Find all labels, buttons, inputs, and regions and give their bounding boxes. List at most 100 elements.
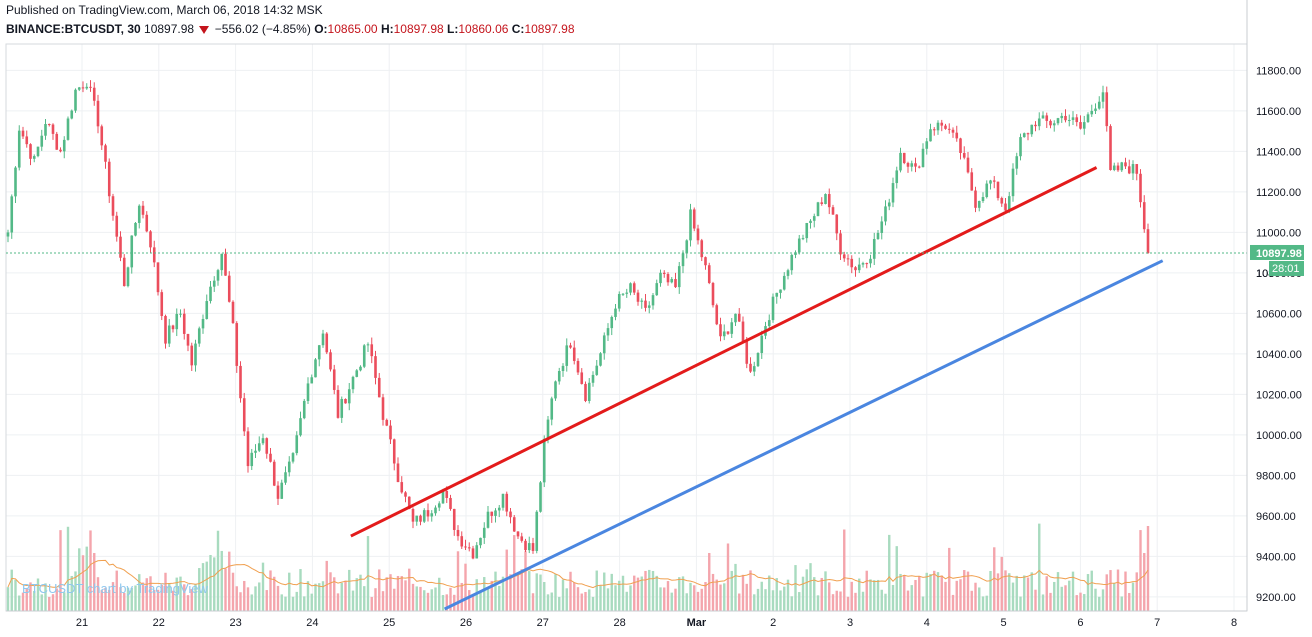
volume-bar — [291, 596, 295, 611]
x-tick-label: 26 — [460, 617, 472, 629]
volume-bar — [618, 580, 621, 611]
volume-bar — [246, 587, 250, 611]
volume-bar — [539, 574, 542, 611]
candle-body — [415, 515, 419, 522]
volume-bar — [621, 575, 625, 611]
volume-bar — [1116, 569, 1120, 611]
candle-body — [704, 257, 707, 266]
volume-bar — [475, 579, 478, 611]
volume-bar — [385, 577, 388, 611]
candle-body — [475, 545, 479, 559]
volume-bar — [745, 583, 748, 611]
volume-bar — [426, 592, 430, 611]
volume-bar — [1008, 573, 1011, 611]
candle-body — [700, 240, 704, 258]
volume-bar — [261, 562, 265, 611]
candle-body — [899, 152, 902, 171]
x-tick-label: 5 — [1001, 617, 1007, 629]
candle-body — [381, 397, 385, 420]
volume-bar — [520, 569, 523, 611]
volume-bar — [633, 575, 636, 611]
volume-bar — [299, 569, 302, 611]
volume-bar — [910, 585, 913, 611]
volume-bar — [374, 588, 377, 611]
candle-body — [970, 172, 974, 191]
candle-body — [876, 232, 880, 240]
volume-bar — [1135, 572, 1138, 611]
candle-body — [239, 365, 242, 399]
x-tick-label: 24 — [306, 617, 318, 629]
volume-bar — [366, 536, 370, 611]
y-tick-label: 11600.00 — [1256, 106, 1301, 118]
volume-bar — [269, 570, 272, 611]
volume-bar — [441, 595, 445, 611]
volume-bar — [48, 596, 51, 611]
volume-bar — [1023, 575, 1026, 611]
volume-bar — [456, 551, 460, 611]
volume-bar — [389, 574, 392, 611]
candle-body — [827, 194, 831, 208]
candle-body — [820, 202, 824, 204]
volume-bar — [663, 587, 666, 611]
volume-bar — [861, 591, 865, 611]
candle-body — [940, 122, 944, 126]
volume-bar — [659, 587, 662, 611]
symbol-label: BINANCE:BTCUSDT, 30 — [6, 22, 141, 36]
candle-body — [989, 180, 992, 184]
volume-bar — [779, 590, 782, 611]
volume-bar — [381, 591, 385, 611]
volume-bar — [985, 595, 988, 611]
x-tick-label: 23 — [229, 617, 241, 629]
volume-bar — [561, 579, 565, 611]
published-line: Published on TradingView.com, March 06, … — [6, 3, 323, 17]
candle-body — [422, 510, 426, 522]
candle-body — [902, 152, 906, 164]
volume-bar — [1146, 526, 1150, 611]
volume-bar — [873, 580, 876, 611]
volume-bar — [1030, 572, 1033, 611]
volume-bar — [1113, 583, 1116, 611]
volume-bar — [314, 583, 317, 611]
volume-bar — [644, 570, 647, 611]
volume-bar — [554, 574, 557, 611]
candle-body — [104, 145, 107, 162]
candle-body — [201, 318, 205, 329]
candle-body — [749, 363, 752, 372]
watermark: BTCUSDT chart by TradingView — [22, 581, 209, 596]
volume-bar — [408, 568, 411, 611]
volume-bar — [1094, 588, 1097, 611]
candle-body — [419, 515, 422, 522]
volume-bar — [816, 595, 820, 611]
volume-bar — [1068, 580, 1071, 611]
candle-body — [231, 301, 235, 324]
volume-bar — [790, 596, 793, 611]
volume-bar — [198, 568, 201, 611]
volume-bar — [1143, 553, 1146, 611]
trendline-red — [350, 166, 1098, 538]
candle-body — [550, 398, 554, 420]
candle-body — [887, 202, 891, 207]
volume-bar — [411, 583, 415, 611]
candle-body — [992, 180, 996, 182]
candle-body — [737, 313, 741, 322]
volume-bar — [899, 573, 902, 611]
candle-body — [445, 490, 449, 498]
candle-body — [1022, 133, 1026, 138]
volume-bar — [295, 591, 298, 611]
volume-bar — [363, 586, 366, 611]
volume-bar — [310, 593, 313, 611]
volume-bar — [528, 571, 531, 611]
volume-bar — [933, 570, 936, 611]
candle-body — [527, 543, 531, 551]
candle-body — [929, 129, 932, 142]
volume-bar — [51, 594, 55, 611]
volume-bar — [951, 594, 955, 611]
volume-bar — [486, 587, 490, 611]
volume-bar — [580, 593, 583, 611]
candle-body — [805, 223, 809, 239]
volume-bar — [648, 569, 651, 611]
high-value: 10897.98 — [393, 22, 444, 36]
volume-bar — [190, 589, 193, 611]
volume-bar — [813, 577, 816, 611]
